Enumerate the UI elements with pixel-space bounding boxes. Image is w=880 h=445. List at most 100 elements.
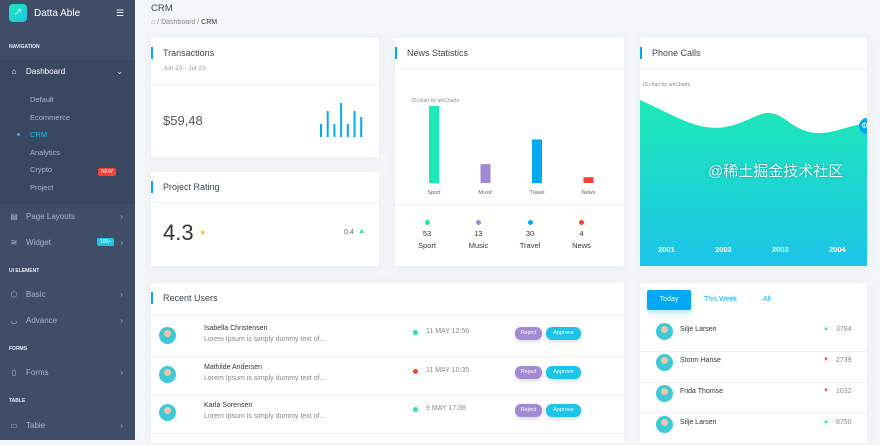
user-name: Storm Hanse	[680, 357, 721, 364]
sidebar-item-forms[interactable]: ▯ Forms ›	[0, 361, 135, 383]
sidebar-item-table[interactable]: ▭ Table ›	[0, 414, 135, 436]
timestamp: 11 MAY 12:56	[426, 328, 470, 335]
arrow-up-icon: ▲	[823, 419, 829, 425]
sparkline-bar	[353, 111, 356, 137]
value: 8750	[836, 419, 852, 426]
legend-dot	[579, 220, 584, 225]
user-text: Lorem Ipsum is simply dummy text of...	[204, 336, 326, 343]
bar-sport	[429, 106, 439, 183]
legend-travel: 30 Travel	[510, 220, 550, 250]
year-label: 2004	[829, 245, 846, 254]
bar-label: Sport	[427, 190, 441, 196]
amount: $59,48	[163, 113, 203, 128]
project-rating-card: Project Rating 4.3 ★ 0.4 ▲	[151, 172, 379, 266]
sub-crypto[interactable]: Crypto	[30, 165, 53, 174]
sidebar-item-basic[interactable]: ⬡ Basic ›	[0, 283, 135, 305]
bar-label: Music	[478, 190, 493, 196]
tab-this-week[interactable]: This Week	[704, 296, 737, 303]
user-name: Frida Thomse	[680, 388, 724, 395]
brand-name: Datta Able	[34, 7, 81, 19]
approve-button[interactable]: Approve	[546, 365, 581, 379]
avatar	[656, 354, 673, 371]
home-icon[interactable]: ⌂	[151, 19, 156, 26]
settings-gear-icon[interactable]: ⚙	[859, 118, 867, 134]
user-name: Silje Larsen	[680, 419, 717, 426]
avatar	[159, 404, 176, 421]
section-ui-element: UI ELEMENT	[9, 268, 40, 274]
sidebar-item-dashboard[interactable]: ⌂ Dashboard ⌄	[0, 60, 135, 82]
year-label: 2002	[715, 245, 732, 254]
phone-calls-area-chart	[640, 100, 867, 266]
label: Forms	[26, 367, 49, 377]
legend-label: Music	[468, 241, 489, 250]
approve-button[interactable]: Approve	[546, 404, 581, 417]
section-forms: FORMS	[9, 346, 28, 352]
reject-button[interactable]: Reject	[515, 404, 542, 417]
leaderboard-card: Today This Week All Silje Larsen ▲ 3784 …	[640, 283, 867, 445]
chart-credit: JS chart by amCharts	[642, 82, 691, 88]
sidebar-item-widget[interactable]: ≋ Widget 100+ ›	[0, 231, 135, 253]
chevron-down-icon: ⌄	[116, 66, 123, 76]
news-bar-chart: Sport Music Travel News	[427, 106, 596, 196]
arrow-up-icon: ▲	[358, 228, 365, 235]
legend-value: 53	[422, 229, 432, 238]
legend-dot	[527, 220, 533, 225]
breadcrumb-dashboard[interactable]: Dashboard	[161, 19, 196, 26]
value: 2739	[836, 357, 852, 364]
card-title: Project Rating	[151, 181, 220, 193]
label: Widget	[26, 237, 51, 247]
bar-news	[583, 177, 594, 183]
chevron-right-icon: ›	[120, 211, 123, 221]
legend-music: 13 Music	[459, 220, 499, 250]
sidebar-item-page-layouts[interactable]: ▤ Page Layouts ›	[0, 205, 135, 227]
label: Page Layouts	[26, 211, 75, 221]
arrow-down-icon: ▼	[823, 388, 829, 394]
layers-icon: ≋	[10, 237, 18, 247]
value: 1032	[836, 388, 852, 395]
chevron-right-icon: ›	[120, 237, 123, 247]
breadcrumb: ⌂ / Dashboard / CRM	[151, 19, 218, 26]
card-title: Recent Users	[151, 292, 218, 304]
user-name: Karla Sorensen	[204, 402, 253, 409]
legend-dot	[424, 220, 430, 225]
menu-toggle-icon[interactable]: ☰	[116, 8, 125, 18]
value: 3784	[836, 326, 852, 333]
widget-badge: 100+	[97, 238, 115, 246]
tab-all[interactable]: All	[763, 296, 771, 303]
layout-icon: ▤	[10, 211, 18, 221]
sub-ecommerce[interactable]: Ecommerce	[30, 113, 71, 122]
page-title: CRM	[151, 3, 173, 14]
sub-analytics[interactable]: Analytics	[30, 148, 61, 157]
table-row: Isabella Christensen Lorem Ipsum is simp…	[151, 319, 624, 357]
avatar	[656, 385, 673, 402]
sparkline-bar	[340, 103, 343, 137]
sparkline-bar	[360, 117, 363, 137]
reject-button[interactable]: Reject	[515, 365, 542, 379]
sub-crm[interactable]: CRM	[30, 130, 48, 139]
file-icon: ▯	[11, 367, 17, 377]
list-item: Storm Hanse ▼ 2739	[640, 352, 867, 383]
avatar	[656, 416, 673, 433]
news-statistics-card: News Statistics JS chart by amCharts Spo…	[394, 38, 624, 266]
status-dot	[413, 407, 418, 412]
list-item: Frida Thomse ▼ 1032	[640, 383, 867, 414]
status-dot	[413, 330, 418, 335]
tab-today[interactable]: Today	[647, 290, 691, 310]
date-range: Jun 23 - Jul 23	[163, 65, 206, 72]
list-item: Silje Larsen ▲ 8750	[640, 414, 867, 445]
user-name: Isabella Christensen	[204, 325, 268, 332]
server-icon: ▭	[10, 420, 18, 430]
reject-button[interactable]: Reject	[515, 327, 542, 340]
trend-logo-icon: ↗	[9, 4, 27, 22]
sub-default[interactable]: Default	[30, 95, 54, 104]
table-row: Mathilde Andersen Lorem Ipsum is simply …	[151, 358, 624, 396]
label: Basic	[26, 289, 46, 299]
label: Table	[26, 420, 46, 430]
sub-project[interactable]: Project	[30, 183, 54, 192]
sidebar-item-advance[interactable]: ◡ Advance ›	[0, 309, 135, 331]
chevron-right-icon: ›	[120, 315, 123, 325]
avatar	[159, 365, 176, 383]
bar-label: News	[582, 190, 596, 196]
brand[interactable]: ↗ Datta Able	[0, 0, 135, 26]
approve-button[interactable]: Approve	[546, 327, 581, 340]
